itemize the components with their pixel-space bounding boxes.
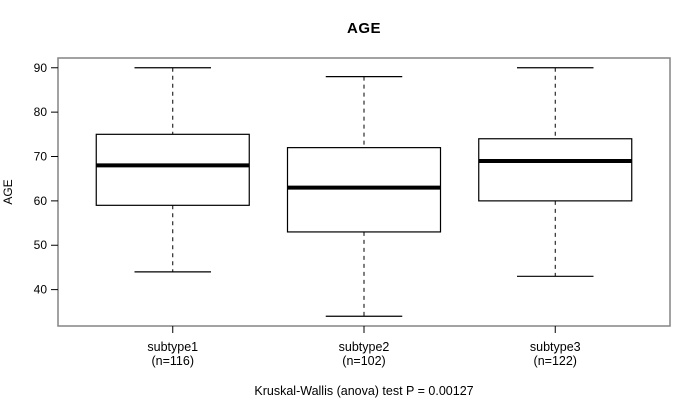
- category-sublabel: (n=102): [342, 354, 385, 368]
- y-axis-tick-label: 80: [34, 105, 48, 119]
- y-axis-tick-label: 70: [34, 150, 48, 164]
- iqr-box: [286, 147, 442, 233]
- iqr-box: [478, 138, 633, 202]
- chart-title: AGE: [346, 20, 381, 37]
- category-label: subtype1: [147, 340, 198, 354]
- y-axis-tick-label: 50: [34, 238, 48, 252]
- category-label: subtype3: [530, 340, 581, 354]
- y-axis-tick-label: 90: [34, 61, 48, 75]
- category-sublabel: (n=122): [534, 354, 577, 368]
- category-label: subtype2: [339, 340, 390, 354]
- statistical-test-annotation: Kruskal-Wallis (anova) test P = 0.00127: [254, 384, 474, 398]
- y-axis-tick-label: 60: [34, 194, 48, 208]
- y-axis-tick-label: 40: [34, 283, 48, 297]
- iqr-box: [95, 133, 250, 206]
- category-sublabel: (n=116): [151, 354, 194, 368]
